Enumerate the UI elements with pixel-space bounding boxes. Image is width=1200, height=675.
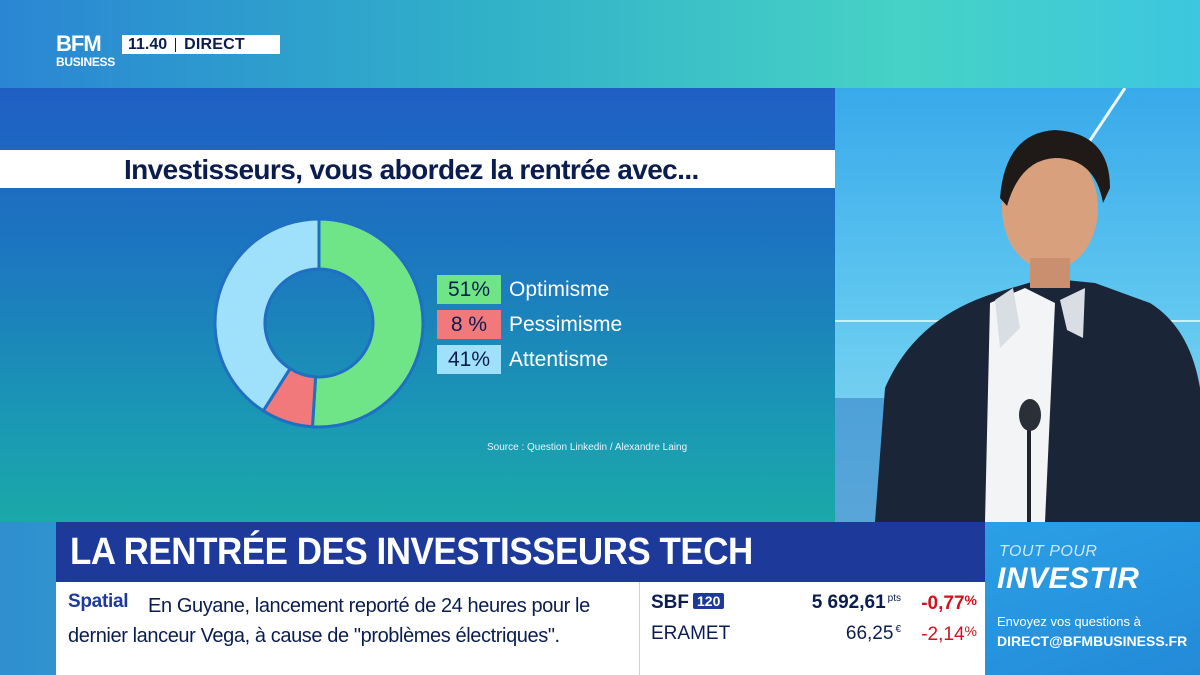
promo-small: TOUT POUR — [999, 543, 1098, 560]
promo-line1: Envoyez vos questions à — [997, 614, 1141, 629]
clock-time: 11.40 — [128, 35, 168, 53]
promo-box: TOUT POUR INVESTIR Envoyez vos questions… — [985, 522, 1200, 675]
legend-value: 8 % — [437, 310, 501, 339]
market-change: -0,77% — [921, 592, 977, 614]
market-row-sbf: SBF 120 5 692,61 pts -0,77% — [651, 588, 981, 618]
promo-title: INVESTIR — [997, 562, 1140, 595]
headline-bar: LA RENTRÉE DES INVESTISSEURS TECH — [56, 522, 985, 582]
live-label: DIRECT — [184, 35, 245, 53]
donut-slice-optimisme — [310, 217, 425, 429]
index-tag: 120 — [693, 593, 725, 609]
legend-value: 41% — [437, 345, 501, 374]
donut-slice-attentisme — [213, 217, 321, 413]
chart-source: Source : Question Linkedin / Alexandre L… — [487, 442, 688, 453]
legend-label: Pessimisme — [509, 312, 623, 336]
legend-row-optimisme: 51% Optimisme — [437, 272, 622, 307]
donut-chart — [213, 217, 425, 429]
ticker-divider — [639, 582, 640, 675]
chart-legend: 51% Optimisme 8 % Pessimisme 41% Attentisme — [437, 272, 622, 377]
clock-live-badge: 11.40 DIRECT — [122, 35, 280, 54]
chart-title: Investisseurs, vous abordez la rentrée a… — [124, 154, 699, 185]
logo-bfm-text: BFM — [56, 31, 102, 56]
market-name: ERAMET — [651, 623, 731, 644]
headline-text: LA RENTRÉE DES INVESTISSEURS TECH — [70, 531, 753, 573]
market-change: -2,14% — [921, 623, 977, 645]
logo-business-text: BUSINESS — [56, 55, 115, 69]
market-name: SBF 120 — [651, 592, 725, 614]
legend-value: 51% — [437, 275, 501, 304]
news-text: En Guyane, lancement reporté de 24 heure… — [68, 595, 590, 647]
market-row-eramet: ERAMET 66,25 € -2,14% — [651, 619, 981, 649]
chart-panel: Investisseurs, vous abordez la rentrée a… — [0, 88, 835, 522]
bfm-business-logo: BFM BUSINESS — [56, 33, 118, 75]
legend-label: Optimisme — [509, 277, 610, 301]
presenter-video — [835, 88, 1200, 522]
chart-title-bar: Investisseurs, vous abordez la rentrée a… — [0, 150, 835, 188]
news-category: Spatial — [68, 591, 129, 612]
news-text-block: En Guyane, lancement reporté de 24 heure… — [68, 591, 628, 651]
promo-email: DIRECT@BFMBUSINESS.FR — [997, 633, 1188, 649]
market-value: 5 692,61 pts — [811, 592, 901, 613]
market-value: 66,25 € — [845, 623, 901, 644]
legend-label: Attentisme — [509, 347, 609, 371]
legend-row-pessimisme: 8 % Pessimisme — [437, 307, 622, 342]
clock-separator — [175, 37, 177, 52]
legend-row-attentisme: 41% Attentisme — [437, 342, 622, 377]
news-ticker: Spatial En Guyane, lancement reporté de … — [56, 582, 985, 675]
presenter-figure — [875, 130, 1200, 522]
